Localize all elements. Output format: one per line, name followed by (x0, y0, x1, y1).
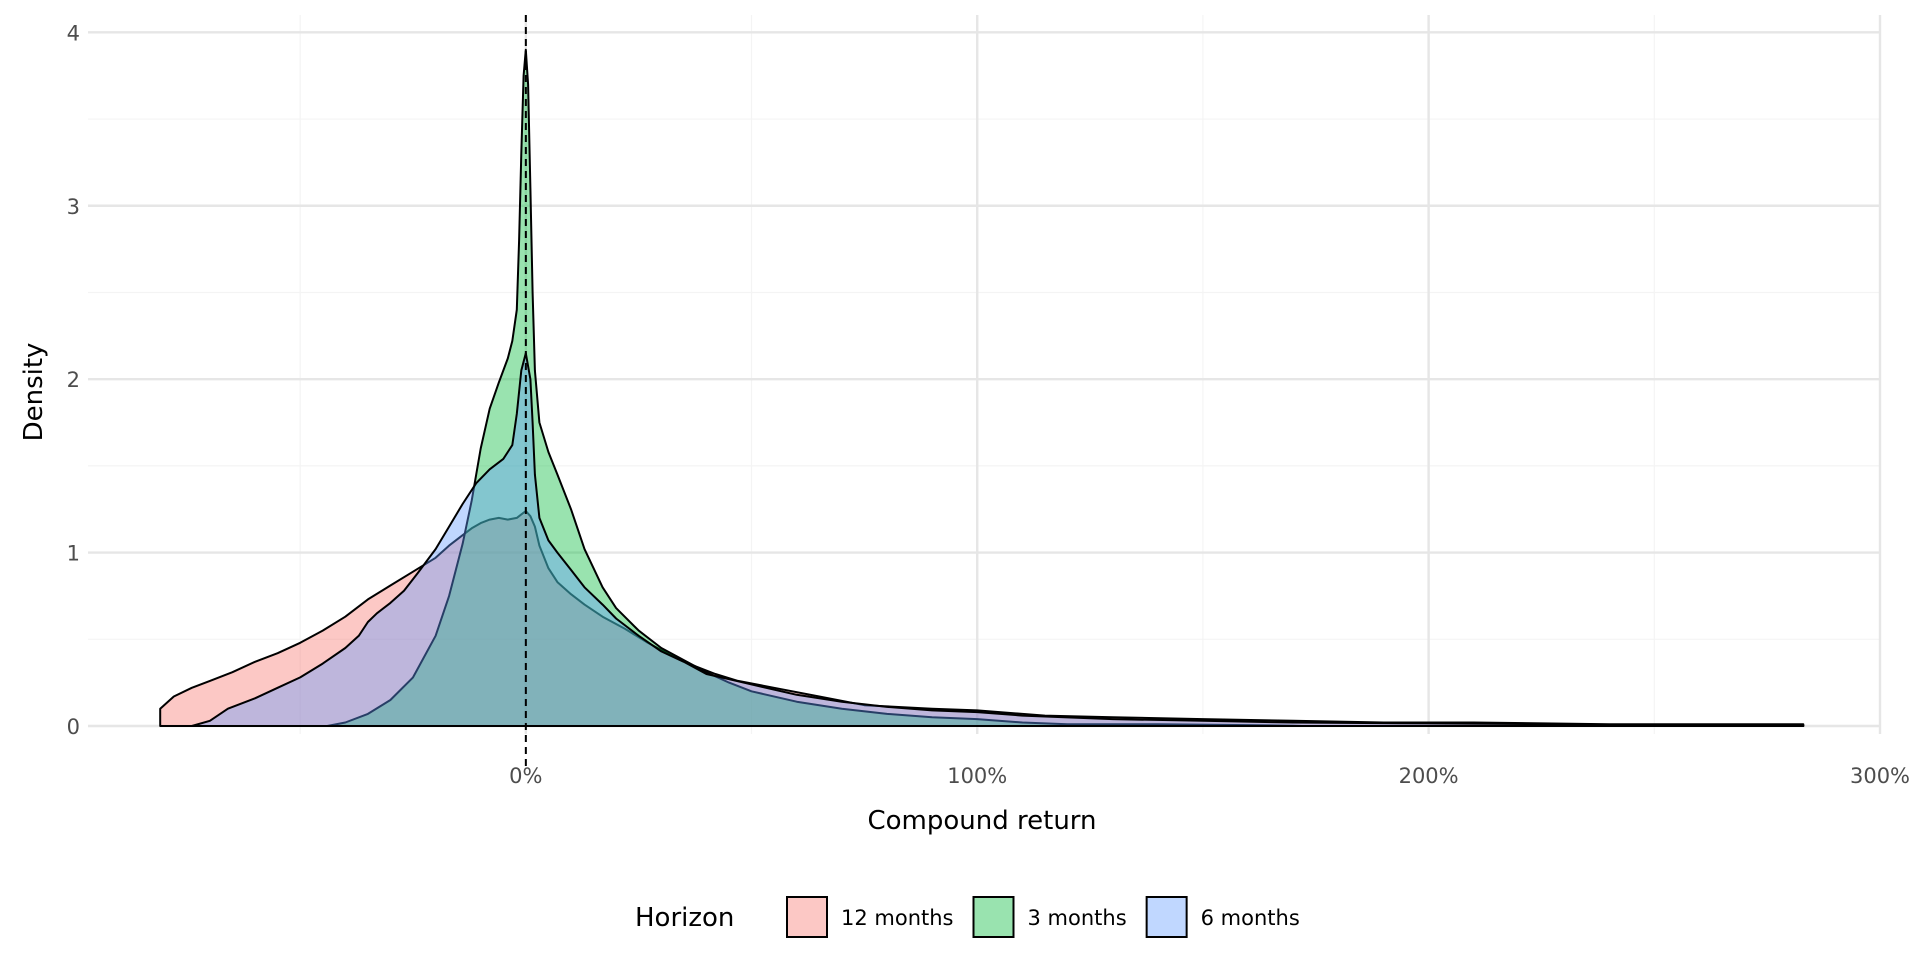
legend-label: 6 months (1201, 906, 1300, 930)
legend-label: 3 months (1028, 906, 1127, 930)
y-tick-label: 4 (67, 21, 80, 45)
density-area-series-2 (190, 352, 1805, 727)
x-axis-label: Compound return (867, 806, 1096, 836)
y-tick-label: 2 (67, 368, 80, 392)
legend-title: Horizon (635, 903, 734, 933)
x-tick-label: 100% (947, 764, 1007, 788)
legend-item: 6 months (1145, 896, 1300, 938)
y-tick-label: 0 (67, 715, 80, 739)
legend-items: 12 months 3 months 6 months (786, 896, 1300, 938)
x-tick-label: 0% (509, 764, 542, 788)
y-axis-label: Density (19, 343, 49, 442)
x-tick-label: 300% (1850, 764, 1910, 788)
x-axis-ticks: 0% 100% 200% 300% (509, 764, 1910, 788)
minor-gridlines (88, 15, 1880, 734)
legend: Horizon 12 months 3 months 6 months (635, 896, 1300, 938)
legend-label: 12 months (841, 906, 954, 930)
density-area-series-1 (326, 48, 1304, 727)
y-tick-label: 3 (67, 195, 80, 219)
legend-swatch (1145, 896, 1188, 938)
x-tick-label: 200% (1399, 764, 1459, 788)
density-areas (159, 48, 1805, 727)
density-area-series-0 (159, 510, 1805, 727)
legend-item: 3 months (972, 896, 1127, 938)
y-tick-label: 1 (67, 542, 80, 566)
legend-item: 12 months (786, 896, 954, 938)
legend-swatch (786, 896, 828, 938)
legend-swatch (972, 896, 1015, 938)
y-axis-ticks: 0 1 2 3 4 (67, 21, 80, 739)
